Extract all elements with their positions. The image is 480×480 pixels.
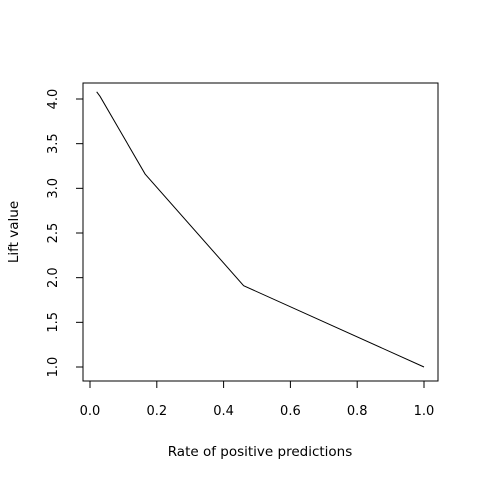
y-tick-label: 2.0 xyxy=(46,267,61,288)
y-tick-label: 3.5 xyxy=(46,133,61,154)
x-axis: 0.0 0.2 0.4 0.6 0.8 1.0 xyxy=(80,380,435,419)
y-tick-label: 1.5 xyxy=(46,312,61,333)
y-tick-label: 1.0 xyxy=(46,357,61,378)
y-axis: 1.0 1.5 2.0 2.5 3.0 3.5 4.0 xyxy=(46,89,84,378)
series-line xyxy=(96,91,425,368)
y-tick-label: 3.0 xyxy=(46,178,61,199)
x-axis-title: Rate of positive predictions xyxy=(168,444,353,460)
plot-frame xyxy=(82,82,439,382)
x-tick-label: 0.2 xyxy=(146,404,167,419)
plot-lines xyxy=(96,91,425,368)
x-tick-label: 0.6 xyxy=(280,404,301,419)
x-tick-label: 0.0 xyxy=(80,404,101,419)
x-tick-label: 0.4 xyxy=(213,404,234,419)
x-tick-label: 1.0 xyxy=(414,404,435,419)
y-tick-label: 4.0 xyxy=(46,89,61,110)
y-tick-label: 2.5 xyxy=(46,223,61,244)
y-axis-title: Lift value xyxy=(6,201,22,263)
x-tick-label: 0.8 xyxy=(347,404,368,419)
